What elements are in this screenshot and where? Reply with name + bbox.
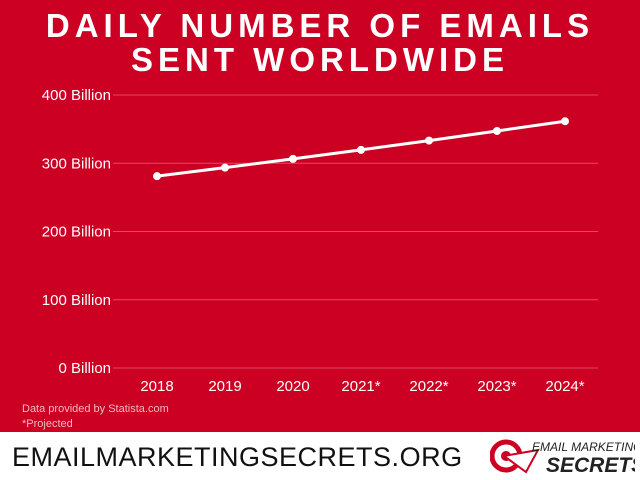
y-tick-label: 400 Billion	[42, 87, 111, 104]
logo: EMAIL MARKETING SECRETS	[490, 436, 635, 476]
logo-target-icon: EMAIL MARKETING SECRETS	[490, 439, 635, 476]
x-tick-label: 2023*	[477, 378, 516, 395]
data-point	[221, 163, 229, 172]
y-tick-label: 0 Billion	[58, 360, 111, 377]
data-point	[493, 126, 501, 135]
data-point	[153, 172, 161, 181]
line-chart: 0 Billion 100 Billion 200 Billion 300 Billi…	[42, 87, 598, 395]
projected-note: *Projected	[22, 418, 73, 430]
y-tick-label: 300 Billion	[42, 155, 111, 172]
x-tick-label: 2021*	[341, 378, 380, 395]
y-tick-label: 200 Billion	[42, 224, 111, 241]
y-tick-label: 100 Billion	[42, 292, 111, 309]
x-tick-label: 2018	[140, 378, 173, 395]
svg-text:EMAIL MARKETING: EMAIL MARKETING	[532, 440, 635, 454]
data-point	[425, 136, 433, 145]
source-note: Data provided by Statista.com	[22, 403, 169, 415]
x-tick-label: 2022*	[409, 378, 448, 395]
footer-url: EMAILMARKETINGSECRETS.ORG	[12, 442, 463, 472]
svg-text:SECRETS: SECRETS	[546, 454, 635, 476]
chart-title-line2: SENT WORLDWIDE	[131, 41, 509, 78]
data-point	[357, 145, 365, 154]
chart-title-line1: DAILY NUMBER OF EMAILS	[45, 7, 595, 44]
data-point	[561, 117, 569, 126]
x-tick-label: 2020	[276, 378, 309, 395]
x-tick-label: 2024*	[545, 378, 584, 395]
x-tick-label: 2019	[208, 378, 241, 395]
chart-panel	[0, 0, 640, 432]
data-point	[289, 154, 297, 163]
